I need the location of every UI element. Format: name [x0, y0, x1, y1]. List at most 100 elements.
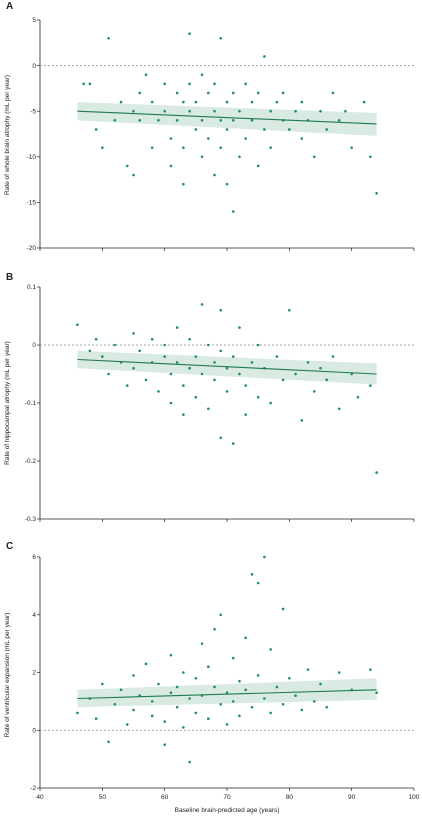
regression-line	[77, 110, 377, 125]
scatter-point	[263, 555, 266, 559]
scatter-point	[225, 182, 229, 186]
scatter-point	[369, 155, 372, 159]
scatter-point	[219, 613, 223, 617]
scatter-point	[238, 109, 241, 113]
scatter-point	[169, 137, 173, 140]
panel-letter: C	[6, 541, 13, 552]
scatter-point	[182, 384, 185, 387]
scatter-point	[219, 146, 223, 149]
scatter-point	[200, 119, 204, 122]
scatter-point	[213, 627, 216, 631]
x-tick-label: 60	[161, 794, 169, 801]
y-tick-label: 4	[32, 612, 36, 619]
scatter-point	[207, 665, 210, 669]
scatter-point	[281, 607, 285, 611]
scatter-point	[281, 91, 285, 95]
scatter-point	[331, 355, 335, 358]
scatter-point	[337, 119, 341, 122]
scatter-point	[150, 700, 154, 703]
scatter-point	[138, 119, 142, 122]
scatter-point	[225, 723, 229, 726]
scatter-point	[269, 648, 272, 651]
scatter-point	[250, 705, 254, 709]
scatter-point	[101, 682, 104, 686]
y-tick-label: 2	[32, 670, 36, 677]
y-tick-label: 0	[32, 727, 36, 734]
scatter-point	[107, 372, 110, 376]
scatter-point	[319, 109, 322, 113]
scatter-point	[225, 691, 229, 695]
panel-a: A Rate of whole brain atrophy (mL per ye…	[4, 1, 415, 252]
scatter-point	[225, 100, 229, 104]
scatter-point	[244, 688, 247, 692]
y-tick-label: -20	[27, 245, 37, 252]
scatter-point	[175, 705, 179, 709]
scatter-point	[213, 82, 216, 86]
y-tick-label: 0.1	[27, 284, 36, 291]
scatter-point	[219, 702, 223, 706]
scatter-point	[269, 401, 272, 405]
scatter-point	[244, 636, 247, 640]
scatter-point	[231, 355, 235, 358]
scatter-point	[213, 685, 216, 689]
scatter-point	[194, 395, 198, 399]
scatter-point	[200, 642, 204, 645]
scatter-point	[269, 146, 272, 149]
scatter-point	[256, 164, 260, 168]
scatter-point	[306, 361, 310, 364]
scatter-point	[312, 700, 316, 703]
scatter-point	[256, 343, 260, 347]
scatter-point	[88, 349, 92, 353]
scatter-point	[182, 726, 185, 729]
scatter-point	[94, 128, 98, 131]
scatter-point	[269, 109, 272, 113]
scatter-point	[76, 711, 79, 715]
scatter-point	[244, 82, 247, 86]
scatter-point	[219, 36, 223, 40]
scatter-point	[163, 109, 166, 113]
y-tick-label: -0.1	[25, 400, 37, 407]
scatter-point	[344, 109, 347, 113]
scatter-point	[163, 720, 166, 723]
scatter-point	[150, 337, 154, 341]
scatter-point	[281, 378, 285, 382]
scatter-point	[312, 155, 316, 159]
scatter-point	[188, 366, 191, 370]
scatter-point	[288, 676, 291, 680]
scatter-point	[231, 656, 235, 660]
scatter-point	[281, 702, 285, 706]
scatter-point	[169, 164, 173, 168]
scatter-point	[238, 372, 241, 376]
panel-b: B Rate of hippocampal atrophy (mL per ye…	[4, 272, 415, 523]
y-tick-label: -10	[27, 154, 37, 161]
scatter-point	[238, 155, 241, 159]
scatter-point	[263, 697, 266, 700]
scatter-point	[182, 100, 185, 104]
scatter-point	[369, 384, 372, 387]
scatter-point	[325, 705, 329, 709]
scatter-point	[250, 119, 254, 122]
scatter-point	[144, 378, 148, 382]
scatter-point	[219, 349, 223, 353]
scatter-point	[163, 82, 166, 86]
scatter-point	[94, 337, 98, 341]
scatter-point	[200, 372, 204, 376]
scatter-point	[194, 711, 198, 715]
scatter-point	[101, 146, 104, 149]
scatter-point	[188, 337, 191, 341]
scatter-point	[375, 191, 378, 195]
scatter-point	[325, 128, 329, 131]
scatter-point	[207, 717, 210, 720]
x-tick-label: 70	[223, 794, 231, 801]
scatter-point	[144, 73, 148, 77]
scatter-point	[132, 332, 135, 335]
scatter-point	[188, 32, 191, 35]
scatter-point	[337, 671, 341, 674]
y-tick-label: -2	[30, 785, 36, 792]
scatter-point	[213, 361, 216, 364]
scatter-point	[182, 146, 185, 149]
scatter-point	[88, 82, 92, 86]
scatter-point	[250, 573, 254, 576]
scatter-point	[182, 413, 185, 416]
